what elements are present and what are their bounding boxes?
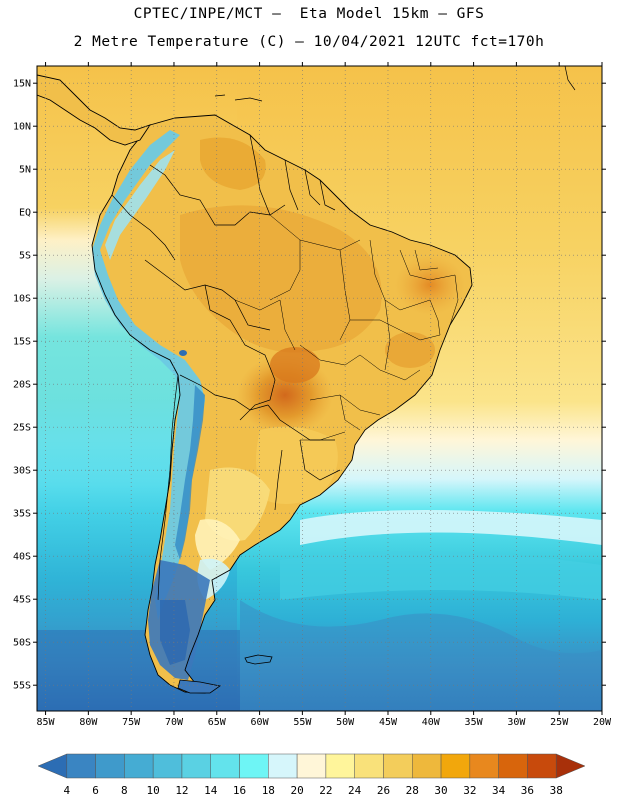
lat-tick-label: EQ xyxy=(19,208,31,219)
lat-tick-label: 50S xyxy=(13,638,31,649)
colorbar-label: 34 xyxy=(492,784,506,797)
lat-tick-label: 55S xyxy=(13,681,31,692)
lat-tick-label: 20S xyxy=(13,380,31,391)
colorbar-segment xyxy=(210,753,240,779)
lon-tick-label: 70W xyxy=(165,717,184,728)
lat-tick-label: 35S xyxy=(13,509,31,520)
colorbar-segment xyxy=(124,753,154,779)
colorbar-label: 8 xyxy=(121,784,128,797)
colorbar-label: 24 xyxy=(348,784,362,797)
lat-tick-label: 10N xyxy=(13,122,31,133)
chart-title-line2: 2 Metre Temperature (C) – 10/04/2021 12U… xyxy=(73,34,545,50)
lat-tick-label: 15N xyxy=(13,79,31,90)
lon-tick-label: 30W xyxy=(507,717,526,728)
lat-tick-label: 25S xyxy=(13,423,31,434)
colorbar-label: 16 xyxy=(233,784,246,797)
map-frame xyxy=(36,65,603,712)
colorbar-label: 36 xyxy=(521,784,534,797)
falkland-islands xyxy=(244,654,273,665)
lon-tick-label: 25W xyxy=(550,717,569,728)
colorbar-label: 38 xyxy=(550,784,563,797)
colorbar-label: 26 xyxy=(377,784,390,797)
lat-tick-label: 5N xyxy=(19,165,31,176)
colorbar-segment xyxy=(383,753,413,779)
lake-titicaca xyxy=(179,350,187,356)
colorbar-segment xyxy=(181,753,211,779)
colorbar-segment xyxy=(239,753,269,779)
colorbar-label: 28 xyxy=(406,784,419,797)
lon-tick-label: 80W xyxy=(79,717,98,728)
hot-spot-northeast xyxy=(395,255,465,315)
lon-tick-label: 20W xyxy=(593,717,612,728)
colorbar xyxy=(37,753,586,779)
colorbar-segment xyxy=(498,753,528,779)
lat-tick-label: 30S xyxy=(13,466,31,477)
colorbar-segment xyxy=(440,753,471,779)
colorbar-label: 32 xyxy=(463,784,476,797)
colorbar-segment xyxy=(555,753,586,779)
colorbar-label: 20 xyxy=(290,784,303,797)
colorbar-segment xyxy=(354,753,384,779)
colorbar-label: 12 xyxy=(175,784,188,797)
lon-tick-label: 65W xyxy=(208,717,227,728)
chart-title-line1: CPTEC/INPE/MCT – Eta Model 15km – GFS xyxy=(133,6,485,22)
colorbar-segment xyxy=(37,753,68,779)
colorbar-labels: 4 6 8 10 12 14 16 18 20 22 24 26 28 30 32 34 36 38 xyxy=(63,784,562,797)
colorbar-label: 22 xyxy=(319,784,332,797)
colorbar-segment xyxy=(325,753,355,779)
colorbar-segment xyxy=(469,753,499,779)
colorbar-label: 6 xyxy=(92,784,99,797)
coastline xyxy=(91,114,473,694)
lon-tick-label: 75W xyxy=(122,717,141,728)
lon-tick-label: 40W xyxy=(422,717,441,728)
colorbar-label: 30 xyxy=(434,784,447,797)
lat-tick-label: 15S xyxy=(13,337,31,348)
central-america xyxy=(37,74,152,146)
lon-tick-label: 60W xyxy=(251,717,270,728)
colorbar-segment xyxy=(152,753,183,779)
colorbar-segment xyxy=(412,753,442,779)
lat-tick-label: 40S xyxy=(13,552,31,563)
lon-tick-label: 55W xyxy=(293,717,312,728)
colorbar-segment xyxy=(66,753,96,779)
lon-tick-label: 45W xyxy=(379,717,398,728)
lon-tick-label: 85W xyxy=(37,717,56,728)
lon-tick-label: 35W xyxy=(465,717,484,728)
lat-tick-label: 10S xyxy=(13,294,31,305)
colorbar-label: 4 xyxy=(63,784,70,797)
colorbar-segment xyxy=(95,753,125,779)
colorbar-label: 10 xyxy=(147,784,160,797)
axis-labels: 85W 80W 75W 70W 65W 60W 55W 50W 45W 40W 35W 30W 25W 2… xyxy=(13,79,612,728)
colorbar-segment xyxy=(527,753,557,779)
andes-cold-strip xyxy=(92,130,205,620)
lat-tick-label: 45S xyxy=(13,595,31,606)
colorbar-label: 18 xyxy=(262,784,275,797)
colorbar-segment xyxy=(268,753,298,779)
lat-tick-label: 5S xyxy=(19,251,31,262)
axis-ticks xyxy=(33,62,606,715)
colorbar-label: 14 xyxy=(204,784,218,797)
lon-tick-label: 50W xyxy=(336,717,355,728)
colorbar-segment xyxy=(296,753,327,779)
